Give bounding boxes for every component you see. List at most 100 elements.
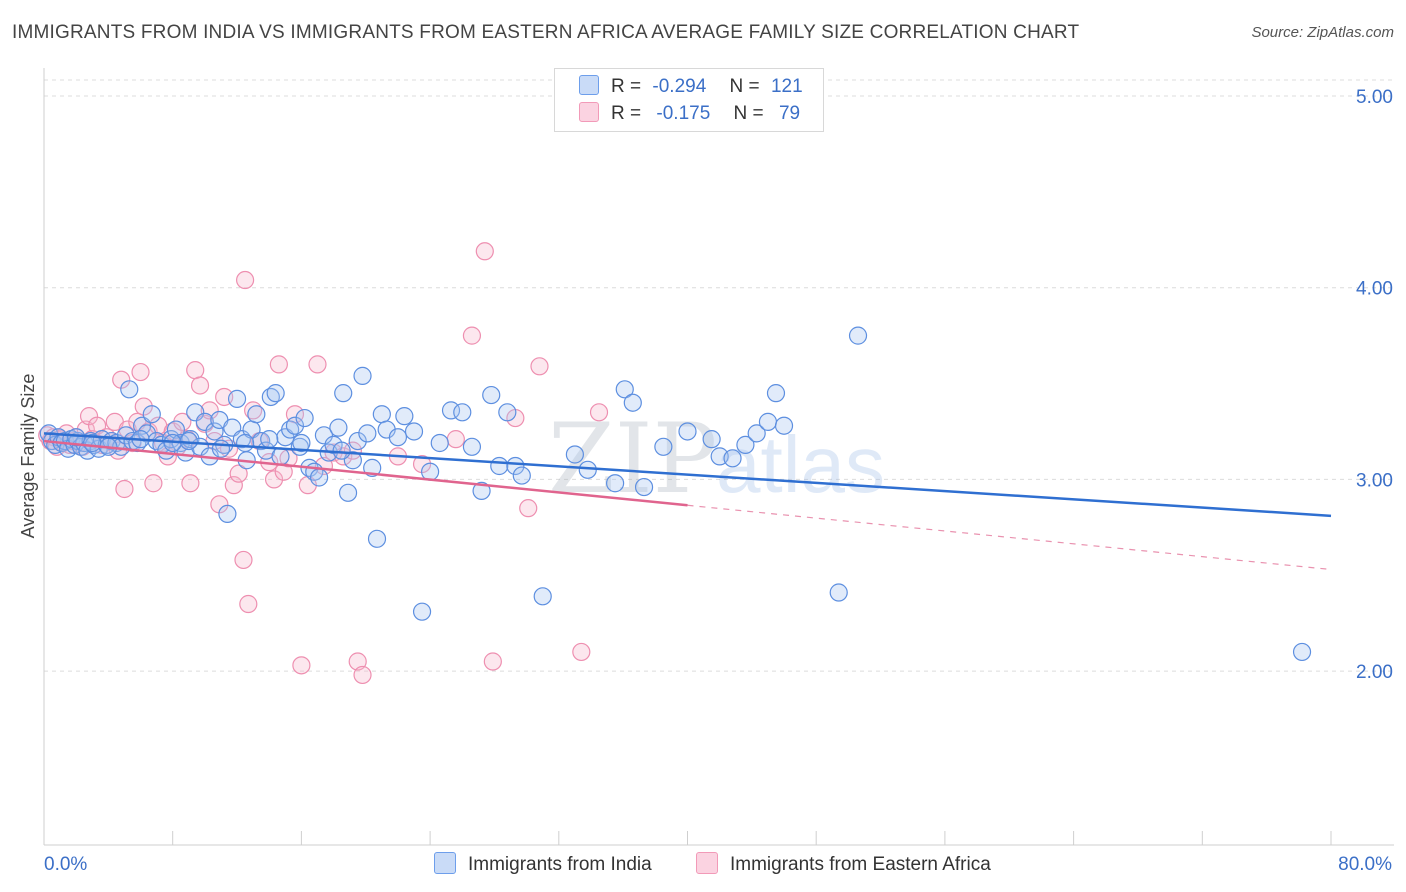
y-tick-label: 3.00	[1356, 470, 1393, 491]
india-point	[421, 462, 440, 481]
india-point	[606, 474, 625, 493]
india-point	[723, 449, 742, 468]
gridlines	[44, 79, 1394, 672]
india-point	[498, 403, 517, 422]
india-point	[506, 456, 525, 476]
eafrica-point	[264, 470, 284, 489]
legend-r-value-india: -0.294	[652, 76, 707, 97]
india-point	[766, 384, 786, 403]
india-point	[285, 416, 305, 435]
india-point	[195, 412, 214, 431]
eafrica-point	[229, 464, 248, 483]
india-point	[565, 445, 584, 464]
eafrica-point	[200, 401, 219, 420]
legend-n-label-india: N =	[729, 76, 760, 97]
india-point	[412, 602, 432, 621]
bottom-legend-label-eafrica: Immigrants from Eastern Africa	[730, 854, 991, 875]
india-point	[142, 405, 161, 424]
india-point	[615, 380, 634, 399]
y-tick-label: 2.00	[1356, 662, 1393, 683]
eafrica-point	[446, 430, 465, 449]
india-point	[235, 433, 255, 453]
india-point	[1292, 642, 1312, 662]
india-point	[266, 384, 285, 403]
india-point	[388, 428, 408, 447]
india-point	[774, 416, 794, 435]
india-point	[404, 422, 424, 441]
legend-n-label-eafrica: N =	[733, 103, 764, 124]
india-point	[736, 435, 755, 454]
eafrica-point	[274, 462, 293, 481]
india-point	[247, 405, 266, 424]
eafrica-point	[462, 326, 482, 345]
india-point	[490, 456, 509, 476]
india-point	[186, 403, 205, 422]
watermark-zip: ZIP	[548, 403, 717, 515]
india-point	[338, 483, 358, 502]
legend-n-value-eafrica: 79	[778, 103, 801, 124]
eafrica-point	[144, 474, 163, 493]
eafrica-point	[190, 376, 210, 395]
legend-n-value-india: 121	[770, 76, 803, 97]
eafrica-point	[530, 357, 549, 376]
eafrica-point	[235, 270, 255, 290]
eafrica-point	[292, 656, 311, 675]
india-point	[654, 437, 673, 456]
eafrica-point	[224, 476, 243, 495]
india-point	[227, 389, 247, 408]
bottom-legend-swatch-india	[434, 852, 456, 874]
india-point	[430, 433, 449, 453]
india-point	[334, 384, 353, 403]
india-point	[120, 380, 139, 399]
india-point	[309, 468, 329, 487]
india-point	[166, 420, 186, 439]
bottom-legend-india: Immigrants from India	[434, 852, 652, 876]
india-point	[623, 393, 642, 412]
correlation-legend: R = -0.294 N = 121 R = -0.175 N = 79	[554, 68, 824, 132]
india-point	[758, 412, 778, 431]
trendline-india	[43, 432, 1332, 518]
india-point	[358, 424, 377, 443]
legend-r-label-india: R =	[611, 76, 642, 97]
eafrica-point	[308, 355, 327, 374]
watermark-atlas: atlas	[716, 420, 885, 509]
bottom-legend-eafrica: Immigrants from Eastern Africa	[696, 852, 991, 876]
india-point	[848, 326, 868, 345]
legend-r-value-eafrica: -0.175	[656, 103, 711, 124]
india-point	[533, 587, 552, 606]
india-point	[829, 583, 848, 602]
trendline-eafrica-dashed	[687, 504, 1332, 571]
eafrica-point	[483, 652, 502, 671]
legend-row-india: R = -0.294 N = 121	[579, 75, 803, 101]
trendline-eafrica-solid	[43, 439, 688, 507]
india-point	[218, 504, 237, 524]
watermark: ZIP atlas	[548, 403, 885, 515]
india-point	[295, 408, 314, 428]
eafrica-point	[353, 665, 372, 685]
india-point	[367, 529, 387, 548]
legend-swatch-india	[579, 75, 599, 95]
eafrica-point	[348, 652, 367, 671]
y-tick-label: 5.00	[1356, 87, 1393, 108]
india-point	[271, 447, 290, 466]
x-tick-label-min: 0.0%	[44, 854, 87, 875]
eafrica-point	[131, 362, 150, 382]
eafrica-point	[572, 642, 591, 662]
india-point	[747, 424, 766, 443]
axes	[43, 68, 1394, 846]
eafrica-point	[589, 403, 609, 422]
y-axis-label: Average Family Size	[18, 374, 38, 539]
india-point	[314, 426, 334, 445]
india-point	[211, 439, 231, 458]
chart-title: IMMIGRANTS FROM INDIA VS IMMIGRANTS FROM…	[12, 22, 1080, 43]
india-point	[678, 422, 697, 441]
india-point	[482, 385, 501, 405]
eafrica-point	[239, 594, 258, 614]
legend-r-label-eafrica: R =	[611, 103, 642, 124]
eafrica-point	[234, 550, 253, 570]
india-point	[634, 477, 654, 497]
india-point	[260, 430, 279, 449]
eafrica-point	[181, 474, 200, 493]
india-point	[348, 431, 367, 451]
